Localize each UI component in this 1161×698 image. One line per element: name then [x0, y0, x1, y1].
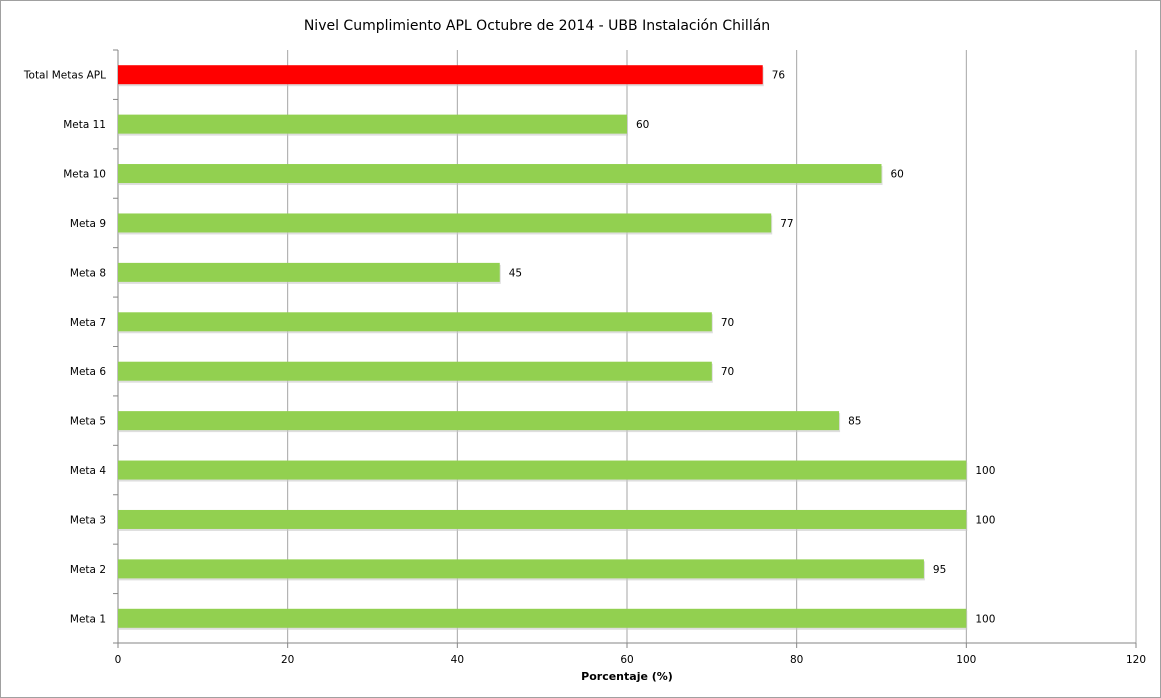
bar — [118, 65, 763, 85]
data-label: 100 — [975, 514, 995, 526]
chart-title: Nivel Cumplimiento APL Octubre de 2014 -… — [304, 18, 770, 34]
category-label: Meta 3 — [70, 514, 106, 526]
x-axis-label: Porcentaje (%) — [581, 670, 673, 683]
bar — [118, 361, 712, 381]
category-label: Meta 9 — [70, 218, 106, 230]
data-label: 45 — [509, 267, 522, 279]
category-label: Meta 10 — [63, 169, 106, 181]
category-label: Meta 7 — [70, 317, 106, 329]
category-label: Meta 4 — [70, 465, 106, 477]
data-label: 70 — [721, 317, 734, 329]
data-label: 60 — [891, 169, 904, 181]
category-label: Meta 6 — [70, 366, 106, 378]
value-labels: 76 60 60 77 45 70 70 85 100 100 95 100 — [509, 70, 996, 626]
bar — [118, 114, 627, 134]
x-tick-labels: 0 20 40 60 80 100 120 — [115, 654, 1146, 666]
bar — [118, 164, 882, 184]
x-tick-label: 80 — [790, 654, 803, 666]
bar — [118, 608, 967, 628]
x-tick-label: 120 — [1126, 654, 1146, 666]
axes — [113, 49, 1137, 648]
data-label: 95 — [933, 564, 946, 576]
category-label: Meta 11 — [63, 119, 106, 131]
bar — [118, 509, 967, 529]
category-label: Meta 5 — [70, 416, 106, 428]
data-label: 60 — [636, 119, 649, 131]
x-tick-label: 60 — [620, 654, 633, 666]
bar — [118, 262, 500, 282]
x-tick-label: 0 — [115, 654, 122, 666]
data-label: 76 — [772, 70, 786, 82]
category-label: Meta 8 — [70, 267, 106, 279]
bar — [118, 559, 924, 579]
category-label: Meta 1 — [70, 613, 106, 625]
bar — [118, 411, 840, 431]
bar — [118, 460, 967, 480]
category-labels: Total Metas APL Meta 11 Meta 10 Meta 9 Meta … — [23, 70, 106, 626]
bar — [118, 312, 712, 332]
bars — [118, 65, 968, 630]
x-tick-label: 20 — [281, 654, 294, 666]
data-label: 100 — [975, 465, 995, 477]
bar — [118, 213, 772, 233]
x-tick-label: 100 — [956, 654, 976, 666]
data-label: 70 — [721, 366, 734, 378]
data-label: 100 — [975, 613, 995, 625]
data-label: 77 — [780, 218, 793, 230]
gridlines — [287, 50, 1137, 643]
category-label: Meta 2 — [70, 564, 106, 576]
data-label: 85 — [848, 416, 861, 428]
category-label: Total Metas APL — [23, 70, 106, 82]
x-tick-label: 40 — [451, 654, 464, 666]
